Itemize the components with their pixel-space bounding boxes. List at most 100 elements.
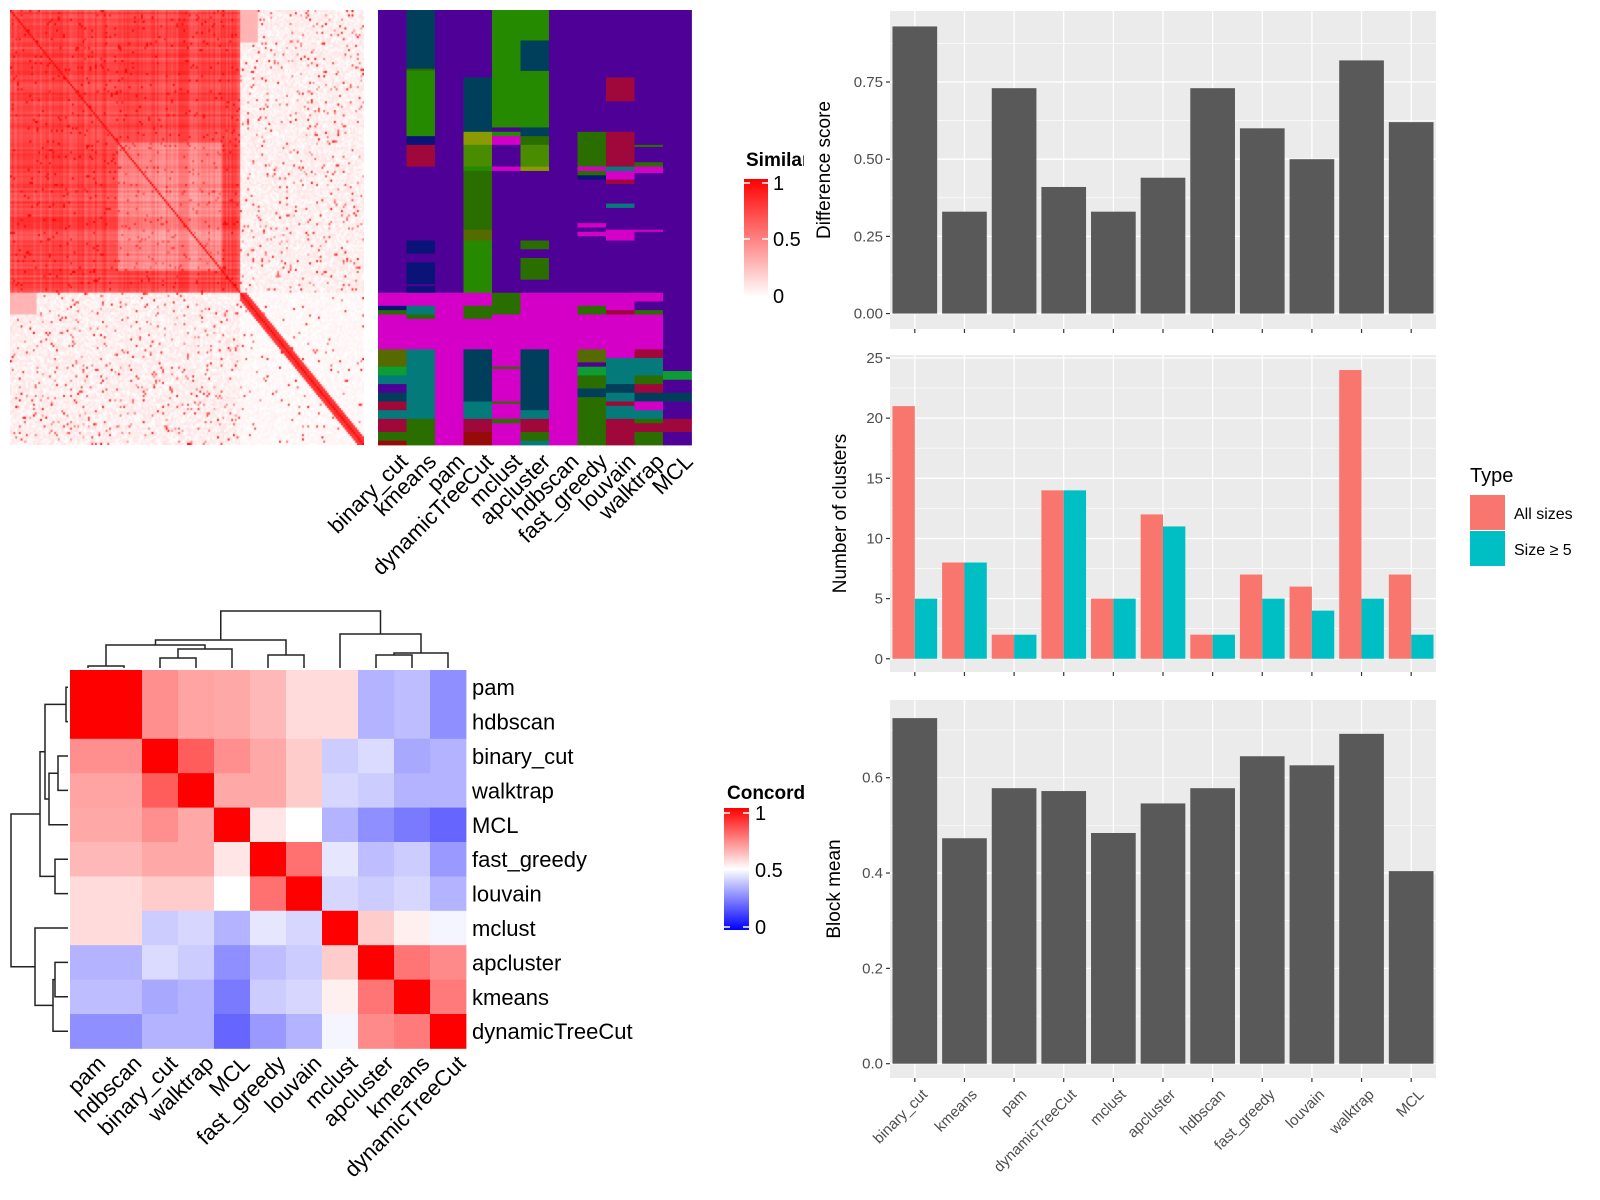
cluster-cell-kmeans — [406, 286, 436, 294]
concordance-cell — [286, 876, 323, 912]
cluster-cell-binary_cut — [378, 292, 407, 307]
cluster-cell-walktrap — [634, 147, 664, 163]
cluster-cell-kmeans — [406, 144, 436, 167]
concordance-cell — [142, 807, 179, 843]
concordance-row-label: fast_greedy — [472, 847, 587, 872]
concordance-cell — [322, 670, 359, 705]
concordance-cell — [430, 842, 467, 877]
similarity-legend-title: Similarity — [746, 150, 804, 171]
concordance-cell — [106, 704, 143, 740]
bar-hdbscan-all-sizes — [1190, 634, 1213, 659]
concordance-cell — [322, 807, 359, 843]
cluster-cell-MCL — [663, 379, 692, 394]
cluster-cell-mclust — [492, 144, 521, 167]
cluster-cell-dynamicTreeCut — [463, 305, 493, 320]
x-tick-label: kmeans — [932, 1086, 981, 1135]
concordance-cell — [394, 670, 431, 705]
bar-binary_cut — [892, 26, 938, 314]
concordance-cell — [214, 670, 251, 705]
concordance-cell — [106, 807, 143, 843]
cluster-cell-mclust — [492, 314, 521, 368]
cluster-cell-apcluster — [520, 70, 550, 128]
legend-key-size-ge-5 — [1470, 531, 1505, 566]
bar-pam — [991, 788, 1037, 1064]
cluster-cell-louvain — [606, 405, 635, 420]
row-dendrogram-branch — [34, 927, 68, 1007]
column-dendrogram-branch — [220, 610, 382, 640]
bar-pam-size-ge-5 — [1014, 634, 1037, 659]
bar-kmeans — [942, 838, 987, 1064]
cluster-cell-apcluster — [520, 292, 550, 350]
concordance-cell — [322, 979, 359, 1015]
cluster-cell-kmeans — [406, 349, 436, 420]
cluster-cell-kmeans — [406, 240, 436, 254]
row-dendrogram-branch — [39, 750, 55, 878]
cluster-cell-mclust — [492, 418, 521, 424]
bar-binary_cut — [892, 718, 938, 1064]
cluster-cell-mclust — [492, 401, 521, 405]
cluster-cell-binary_cut — [378, 314, 407, 350]
cluster-cell-MCL — [663, 401, 692, 420]
cluster-cell-apcluster — [520, 144, 550, 167]
cluster-cell-walktrap — [634, 10, 664, 146]
concordance-cell — [106, 1014, 143, 1049]
concordance-cell — [70, 807, 107, 843]
cluster-cell-kmeans — [406, 166, 436, 241]
cluster-cell-fast_greedy — [577, 397, 607, 446]
cluster-cell-mclust — [492, 366, 521, 370]
cluster-cell-walktrap — [634, 431, 664, 446]
cluster-cell-walktrap — [634, 310, 664, 315]
cluster-cell-walktrap — [634, 349, 664, 359]
bar-apcluster — [1140, 803, 1186, 1064]
cluster-cell-binary_cut — [378, 10, 407, 294]
concordance-cell — [250, 979, 287, 1015]
concordance-cell — [214, 842, 251, 877]
concordance-cell — [322, 738, 359, 774]
row-dendrogram-branch — [10, 813, 40, 968]
concordance-cell — [322, 945, 359, 980]
column-dendrogram-branch — [267, 654, 305, 668]
cluster-cell-apcluster — [520, 431, 550, 442]
cluster-cell-mclust — [492, 166, 521, 172]
bar-louvain-all-sizes — [1289, 586, 1312, 659]
y-tick-label: 20 — [866, 410, 883, 427]
cluster-cell-pam — [435, 292, 464, 446]
cluster-cell-kmeans — [406, 70, 436, 137]
concordance-cell — [394, 704, 431, 740]
column-dendrogram-branch — [105, 644, 206, 666]
cluster-cell-louvain — [606, 166, 635, 172]
bar-fast_greedy-size-ge-5 — [1262, 598, 1285, 659]
cluster-cell-apcluster — [520, 166, 550, 172]
concordance-cell — [358, 945, 395, 980]
y-tick-label: 0.25 — [854, 228, 883, 245]
bar-apcluster — [1140, 177, 1186, 314]
cluster-cell-fast_greedy — [577, 223, 607, 228]
concordance-cell — [322, 842, 359, 877]
cluster-cell-binary_cut — [378, 418, 407, 433]
concordance-row-label: pam — [472, 675, 515, 700]
concordance-cell — [430, 807, 467, 843]
cluster-cell-binary_cut — [378, 392, 407, 402]
cluster-cell-walktrap — [634, 301, 664, 311]
concordance-cell — [250, 910, 287, 946]
cluster-cell-louvain — [606, 77, 635, 102]
cluster-cell-mclust — [492, 131, 521, 137]
cluster-cell-dynamicTreeCut — [463, 229, 493, 241]
legend-title: Type — [1470, 465, 1513, 487]
cluster-cell-fast_greedy — [577, 375, 607, 389]
concordance-cell — [394, 876, 431, 912]
concordance-cell — [214, 704, 251, 740]
cluster-cell-apcluster — [520, 127, 550, 137]
concordance-cell — [142, 910, 179, 946]
cluster-cell-fast_greedy — [577, 166, 607, 172]
cluster-cell-binary_cut — [378, 384, 407, 394]
concordance-row-label: walktrap — [471, 778, 554, 803]
cluster-cell-fast_greedy — [577, 292, 607, 307]
bar-kmeans-all-sizes — [942, 562, 965, 659]
bar-walktrap-all-sizes — [1339, 370, 1362, 659]
concordance-legend-tick: 1 — [755, 803, 766, 825]
concordance-cell — [178, 842, 215, 877]
concordance-cell — [394, 807, 431, 843]
bar-apcluster-all-sizes — [1140, 514, 1163, 659]
concordance-cell — [250, 876, 287, 912]
